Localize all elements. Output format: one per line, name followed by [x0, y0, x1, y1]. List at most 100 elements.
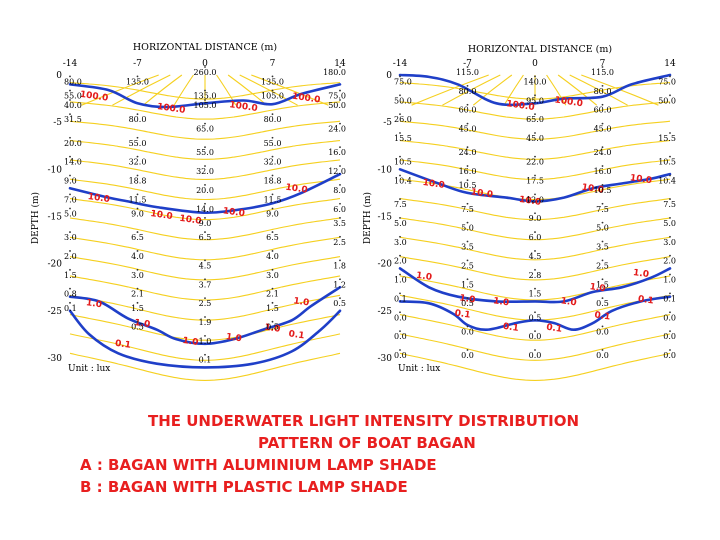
measurement-value: 10.4: [394, 176, 412, 185]
measurement-dot: [69, 155, 71, 158]
measurement-dot: [69, 268, 71, 271]
contour-line: [69, 159, 341, 180]
x-tick-label: 14: [664, 59, 676, 69]
measurement-value: 180.0: [323, 68, 346, 77]
contour-line: [69, 120, 341, 140]
measurement-value: 6.5: [131, 233, 144, 242]
measurement-value: 45.0: [594, 125, 612, 134]
measurement-dot: [534, 132, 536, 134]
contour-line: [69, 140, 341, 160]
measurement-value: 2.0: [394, 257, 407, 266]
measurement-dot: [69, 89, 71, 92]
measurement-value: 6.0: [529, 233, 542, 242]
measurement-dot: [601, 202, 604, 205]
measurement-value: 1.2: [333, 280, 346, 289]
x-tick-label: -14: [393, 59, 408, 69]
contour-line: [142, 74, 183, 106]
isolux-line: [398, 168, 672, 203]
measurement-dot: [534, 349, 536, 351]
y-tick-label: -20: [48, 260, 63, 270]
measurement-dot: [669, 235, 671, 238]
isolux-label: 1.0: [85, 298, 102, 310]
contour-line: [216, 74, 237, 106]
measurement-value: 0.0: [394, 332, 407, 341]
measurement-value: 0.1: [663, 294, 676, 303]
measurement-dot: [669, 217, 671, 219]
isolux-line: [68, 172, 342, 215]
isolux-label: 1.0: [632, 268, 649, 280]
measurement-value: 0.0: [461, 351, 474, 360]
measurement-value: 2.1: [266, 290, 279, 299]
measurement-value: 7.0: [64, 195, 77, 204]
measurement-value: 55.0: [264, 139, 282, 148]
measurement-value: 55.0: [64, 92, 82, 101]
measurement-value: 1.8: [333, 261, 346, 270]
measurement-dot: [271, 113, 274, 116]
measurement-dot: [466, 221, 469, 224]
measurement-value: 8.0: [333, 186, 346, 195]
measurement-value: 5.0: [461, 224, 474, 233]
measurement-value: 2.5: [199, 299, 212, 308]
measurement-value: 14.0: [196, 205, 214, 214]
measurement-dot: [669, 273, 671, 276]
measurement-value: 260.0: [194, 68, 217, 77]
measurement-dot: [136, 193, 139, 196]
y-tick-label: 0: [56, 71, 62, 81]
measurement-dot: [204, 334, 206, 337]
contour-line: [399, 275, 671, 301]
measurement-dot: [204, 146, 206, 149]
isolux-line: [68, 83, 342, 109]
measurement-dot: [534, 250, 536, 252]
measurement-value: 115.0: [591, 68, 614, 77]
isolux-label: 10.0: [150, 209, 173, 222]
measurement-value: 60.0: [459, 106, 477, 115]
measurement-value: 60.0: [594, 106, 612, 115]
measurement-dot: [136, 320, 139, 323]
measurement-dot: [534, 94, 536, 97]
measurement-value: 0.0: [596, 351, 609, 360]
measurement-value: 0.5: [596, 299, 609, 308]
measurement-dot: [399, 75, 401, 78]
measurement-dot: [271, 155, 274, 158]
measurement-dot: [136, 155, 139, 158]
measurement-value: 0.0: [596, 327, 609, 336]
measurement-dot: [204, 202, 206, 205]
y-tick-label: -5: [53, 118, 62, 128]
isolux-label: 1.0: [264, 323, 281, 335]
measurement-value: 75.0: [658, 77, 676, 86]
measurement-value: 7.5: [394, 200, 407, 209]
caption-line-b: B : BAGAN WITH PLASTIC LAMP SHADE: [80, 478, 408, 496]
measurement-value: 9.0: [529, 214, 542, 223]
measurement-value: 0.0: [461, 327, 474, 336]
contour-line: [557, 74, 598, 106]
measurement-dot: [339, 278, 341, 281]
isolux-label: 100.0: [506, 99, 536, 113]
measurement-value: 65.0: [196, 125, 214, 134]
measurement-dot: [601, 122, 604, 125]
isolux-label: 10.0: [285, 183, 308, 196]
isolux-label: 0.1: [546, 323, 563, 335]
isolux-label: 100.0: [79, 90, 109, 104]
isolux-label: 100.0: [291, 92, 321, 106]
measurement-dot: [669, 330, 671, 333]
measurement-value: 12.0: [526, 195, 544, 204]
x-tick-label: 7: [600, 59, 606, 69]
y-tick-label: -5: [383, 118, 392, 128]
measurement-value: 2.0: [64, 252, 77, 261]
measurement-value: 0.5: [529, 313, 542, 322]
contour-line: [411, 74, 489, 106]
measurement-dot: [466, 325, 469, 328]
measurement-value: 11.5: [264, 195, 282, 204]
measurement-value: 9.0: [64, 176, 77, 185]
measurement-dot: [534, 193, 536, 196]
measurement-dot: [69, 231, 71, 233]
measurement-value: 10.5: [658, 158, 676, 167]
measurement-value: 10.5: [394, 158, 412, 167]
contour-line: [69, 352, 341, 381]
measurement-value: 1.0: [394, 276, 407, 285]
measurement-dot: [271, 193, 274, 196]
measurement-value: 0.0: [529, 351, 542, 360]
measurement-value: 80.0: [64, 77, 82, 86]
measurement-value: 2.5: [461, 261, 474, 270]
measurement-value: 40.0: [64, 101, 82, 110]
